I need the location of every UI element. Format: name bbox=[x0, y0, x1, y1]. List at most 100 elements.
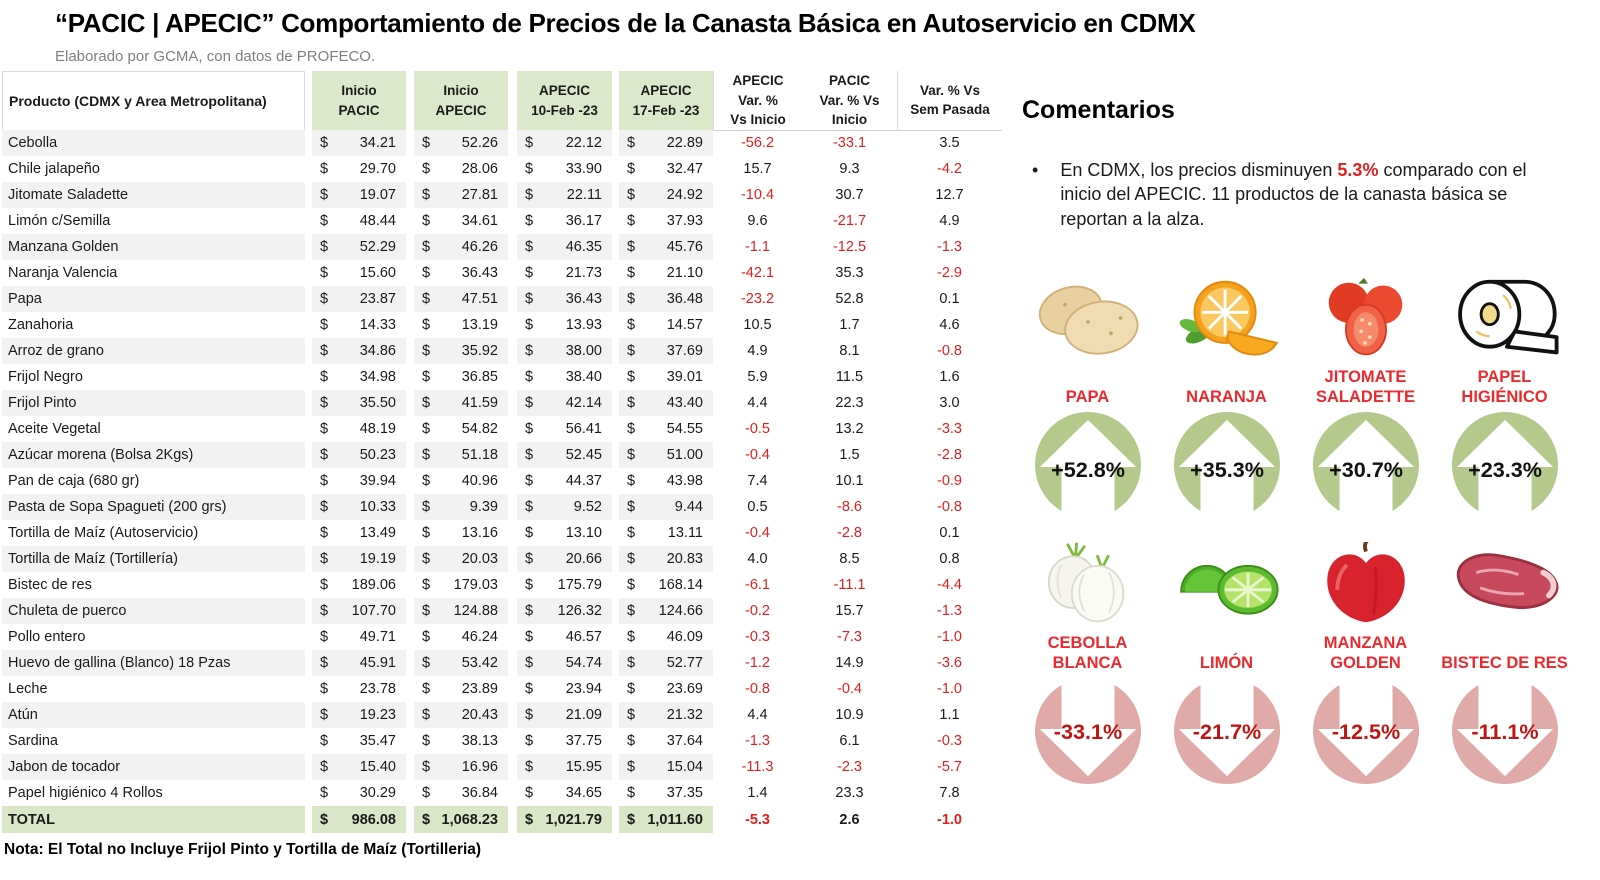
price-value: 15.04 bbox=[666, 759, 703, 775]
product-cell: Tortilla de Maíz (Autoservicio) bbox=[8, 525, 199, 541]
total-label-cell: TOTAL bbox=[2, 806, 305, 833]
currency-symbol: $ bbox=[422, 811, 431, 828]
pct-cell: 10.9 bbox=[835, 707, 864, 723]
product-card-down: BISTEC DE RES -11.1% bbox=[1437, 542, 1572, 785]
price-cell: $48.44 bbox=[312, 208, 406, 234]
pct-cell: -6.1 bbox=[745, 577, 770, 593]
table-row: Naranja Valencia $15.60 $36.43 $21.73 $2… bbox=[2, 260, 1002, 286]
pct-cell: -0.5 bbox=[745, 421, 770, 437]
toilet-paper-icon bbox=[1447, 276, 1563, 362]
price-cell: $46.35 bbox=[517, 234, 612, 260]
price-value: 14.33 bbox=[359, 317, 396, 333]
cards-down-grid: CEBOLLA BLANCA -33.1% LIMÓN -21.7% MANZA… bbox=[1020, 542, 1572, 785]
currency-symbol: $ bbox=[422, 421, 431, 437]
table-row: Manzana Golden $52.29 $46.26 $46.35 $45.… bbox=[2, 234, 1002, 260]
price-cell: $52.77 bbox=[619, 650, 713, 676]
price-value: 49.71 bbox=[359, 629, 396, 645]
product-card-label: LIMÓN bbox=[1199, 654, 1254, 673]
currency-symbol: $ bbox=[320, 265, 329, 281]
price-value: 39.94 bbox=[359, 473, 396, 489]
currency-symbol: $ bbox=[422, 603, 431, 619]
currency-symbol: $ bbox=[320, 291, 329, 307]
col-header-apecic-var: APECIC Var. % Vs Inicio bbox=[713, 71, 802, 131]
price-cell: $37.75 bbox=[517, 728, 612, 754]
product-cell: Frijol Negro bbox=[8, 369, 83, 385]
currency-symbol: $ bbox=[525, 161, 534, 177]
col-header-var-sem: Var. % Vs Sem Pasada bbox=[897, 71, 1002, 131]
currency-symbol: $ bbox=[320, 343, 329, 359]
product-cell: Pan de caja (680 gr) bbox=[8, 473, 140, 489]
pct-cell: -0.4 bbox=[745, 525, 770, 541]
price-value: 21.32 bbox=[666, 707, 703, 723]
price-cell: $13.49 bbox=[312, 520, 406, 546]
price-cell: $53.42 bbox=[414, 650, 508, 676]
pct-cell: 13.2 bbox=[835, 421, 864, 437]
currency-symbol: $ bbox=[320, 421, 329, 437]
table-row: Jitomate Saladette $19.07 $27.81 $22.11 … bbox=[2, 182, 1002, 208]
price-cell: $52.26 bbox=[414, 130, 508, 156]
price-cell: $1,068.23 bbox=[414, 806, 508, 833]
table-row: Papa $23.87 $47.51 $36.43 $36.48 -23.2 52… bbox=[2, 286, 1002, 312]
price-value: 53.42 bbox=[461, 655, 498, 671]
price-value: 189.06 bbox=[351, 577, 396, 593]
bullet-marker: • bbox=[1032, 160, 1039, 180]
col-header-inicio-apecic: Inicio APECIC bbox=[414, 71, 508, 131]
price-cell: $35.47 bbox=[312, 728, 406, 754]
price-value: 13.49 bbox=[359, 525, 396, 541]
pct-cell: 7.4 bbox=[747, 473, 768, 489]
price-cell: $37.64 bbox=[619, 728, 713, 754]
currency-symbol: $ bbox=[422, 395, 431, 411]
pct-cell: 15.7 bbox=[743, 161, 772, 177]
price-cell: $175.79 bbox=[517, 572, 612, 598]
table-row: Tortilla de Maíz (Autoservicio) $13.49 $… bbox=[2, 520, 1002, 546]
product-cell: Chile jalapeño bbox=[8, 161, 100, 177]
price-cell: $36.43 bbox=[517, 286, 612, 312]
price-value: 56.41 bbox=[565, 421, 602, 437]
pct-cell: 4.9 bbox=[747, 343, 768, 359]
price-value: 37.64 bbox=[666, 733, 703, 749]
currency-symbol: $ bbox=[320, 369, 329, 385]
table-row: Tortilla de Maíz (Tortillería) $19.19 $2… bbox=[2, 546, 1002, 572]
currency-symbol: $ bbox=[627, 655, 636, 671]
price-value: 44.37 bbox=[565, 473, 602, 489]
price-cell: $44.37 bbox=[517, 468, 612, 494]
pct-cell: 12.7 bbox=[935, 187, 964, 203]
onion-icon bbox=[1030, 542, 1146, 628]
product-cell: Cebolla bbox=[2, 130, 305, 156]
price-value: 23.94 bbox=[565, 681, 602, 697]
price-value: 13.19 bbox=[461, 317, 498, 333]
price-cell: $36.17 bbox=[517, 208, 612, 234]
currency-symbol: $ bbox=[422, 785, 431, 801]
price-value: 9.44 bbox=[674, 499, 703, 515]
price-value: 20.03 bbox=[461, 551, 498, 567]
currency-symbol: $ bbox=[422, 473, 431, 489]
currency-symbol: $ bbox=[627, 629, 636, 645]
currency-symbol: $ bbox=[627, 239, 636, 255]
price-cell: $27.81 bbox=[414, 182, 508, 208]
currency-symbol: $ bbox=[525, 291, 534, 307]
currency-symbol: $ bbox=[422, 629, 431, 645]
pct-cell: 4.4 bbox=[747, 707, 768, 723]
percent-value: -21.7% bbox=[1192, 719, 1260, 744]
currency-symbol: $ bbox=[320, 499, 329, 515]
currency-symbol: $ bbox=[627, 811, 636, 828]
price-cell: $20.43 bbox=[414, 702, 508, 728]
pct-cell: -10.4 bbox=[740, 187, 775, 203]
comments-heading: Comentarios bbox=[1022, 96, 1175, 124]
table-row: Sardina $35.47 $38.13 $37.75 $37.64 -1.3… bbox=[2, 728, 1002, 754]
price-cell: $13.19 bbox=[414, 312, 508, 338]
price-value: 46.09 bbox=[666, 629, 703, 645]
currency-symbol: $ bbox=[627, 291, 636, 307]
pct-cell: 0.1 bbox=[939, 525, 960, 541]
table-row: Frijol Pinto $35.50 $41.59 $42.14 $43.40… bbox=[2, 390, 1002, 416]
currency-symbol: $ bbox=[422, 213, 431, 229]
price-cell: $126.32 bbox=[517, 598, 612, 624]
price-value: 21.10 bbox=[666, 265, 703, 281]
currency-symbol: $ bbox=[320, 707, 329, 723]
pct-cell: -0.3 bbox=[745, 629, 770, 645]
table-body: Cebolla $34.21 $52.26 $22.12 $22.89 -56.… bbox=[2, 130, 1002, 806]
price-value: 34.61 bbox=[461, 213, 498, 229]
price-value: 124.66 bbox=[658, 603, 703, 619]
price-value: 168.14 bbox=[658, 577, 703, 593]
price-value: 46.57 bbox=[565, 629, 602, 645]
